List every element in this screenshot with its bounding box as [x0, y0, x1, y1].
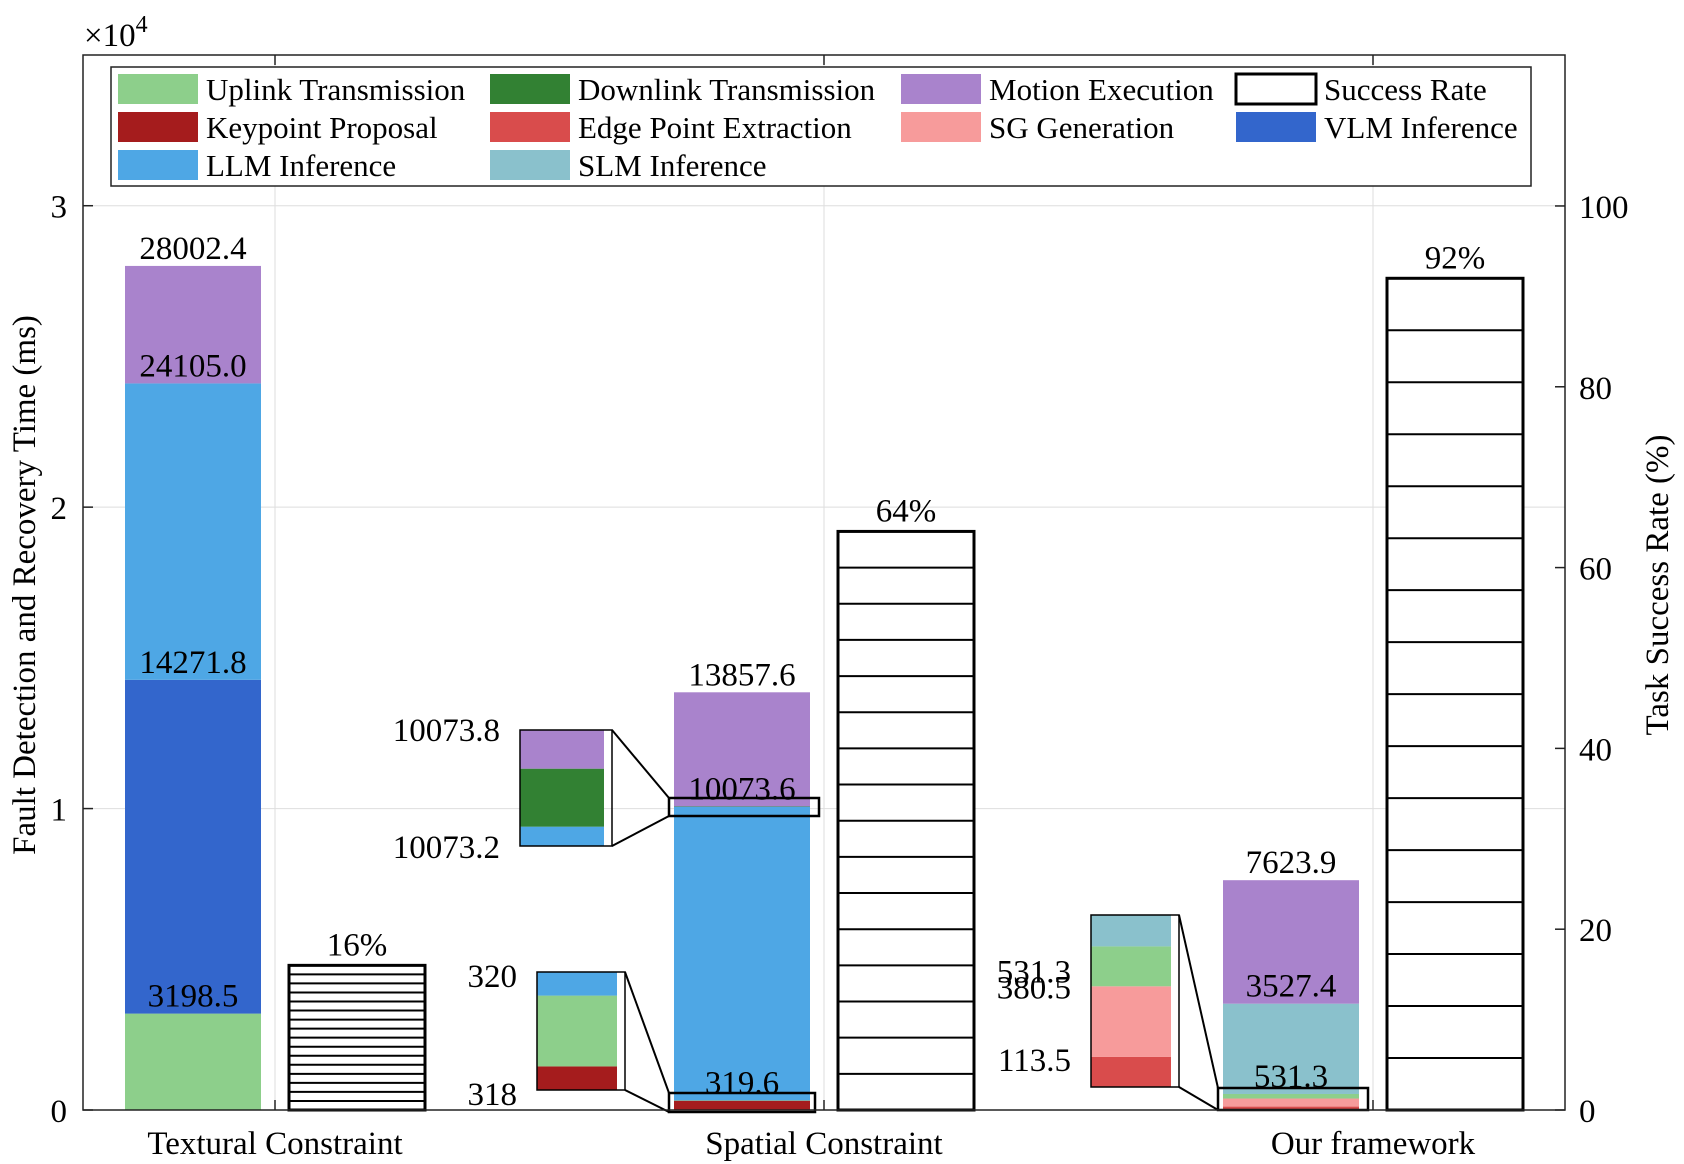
legend-swatch-vlm-inference	[1236, 112, 1316, 142]
bar-our-framework-slm-inference[interactable]	[1223, 1003, 1359, 1094]
x-category-label-our-framework: Our framework	[1271, 1126, 1476, 1162]
inset-1-connector-top	[624, 971, 670, 1094]
success-rate-label-our-framework: 92%	[1425, 240, 1486, 276]
inset-0-segment-llm-inference	[520, 826, 604, 846]
bar-textural-constraint-vlm-inference[interactable]	[125, 679, 261, 1014]
bar-value-label-spatial-constraint-2: 13857.6	[688, 657, 795, 693]
legend-swatch-keypoint-proposal	[118, 112, 198, 142]
bar-value-label-our-framework-1: 3527.4	[1246, 969, 1337, 1005]
bar-value-label-our-framework-0: 531.3	[1254, 1059, 1328, 1095]
success-rate-label-textural-constraint: 16%	[327, 927, 388, 963]
right-tick-label-2: 40	[1579, 732, 1612, 768]
legend-label-downlink-transmission: Downlink Transmission	[578, 72, 876, 107]
grid	[83, 55, 1565, 1110]
y-axis-title-left: Fault Detection and Recovery Time (ms)	[7, 315, 43, 855]
legend-swatch-edge-point-extraction	[490, 112, 570, 142]
inset-1-frame	[536, 971, 626, 1091]
legend-label-edge-point-extraction: Edge Point Extraction	[578, 110, 852, 145]
axes: 0 1 2 3 0 20 40 60 80 100 Textural Constraint Spati…	[7, 12, 1676, 1162]
right-tick-label-4: 80	[1579, 371, 1612, 407]
right-tick-label-0: 0	[1579, 1094, 1596, 1130]
labels: 3198.5 14271.8 24105.0 28002.4 319.6 10073.6 1…	[139, 231, 1485, 1113]
bar-value-label-textural-constraint-0: 3198.5	[148, 979, 239, 1015]
inset-1-segment-keypoint-proposal	[537, 1066, 617, 1090]
bar-spatial-constraint-llm-inference[interactable]	[674, 806, 810, 1101]
inset-2-segment-sg-generation	[1091, 986, 1171, 1057]
bar-textural-constraint-llm-inference[interactable]	[125, 383, 261, 680]
inset-1-segment-llm-inference	[537, 972, 617, 996]
legend-label-uplink-transmission: Uplink Transmission	[206, 72, 466, 107]
legend-swatch-llm-inference	[118, 150, 198, 180]
right-tick-label-5: 100	[1579, 190, 1629, 226]
inset-2-label-1: 380.5	[997, 970, 1071, 1006]
bar-our-framework-sg-generation[interactable]	[1223, 1098, 1359, 1107]
legend-label-motion-execution: Motion Execution	[989, 72, 1214, 107]
legend-swatch-uplink-transmission	[118, 74, 198, 104]
inset-0-segment-motion-execution	[520, 730, 604, 769]
bar-textural-constraint-motion-execution[interactable]	[125, 265, 261, 384]
bar-spatial-constraint-uplink-transmission[interactable]	[674, 1100, 810, 1101]
inset-2-segment-uplink-transmission	[1091, 946, 1171, 987]
bar-our-framework-uplink-transmission[interactable]	[1223, 1093, 1359, 1099]
inset-2-label-0: 531.3	[997, 954, 1071, 990]
inset-2-connector-bottom	[1178, 1086, 1219, 1111]
exponent-power: 4	[136, 12, 148, 38]
inset-0-top-label: 10073.8	[393, 713, 500, 749]
legend-label-success-rate: Success Rate	[1324, 72, 1487, 107]
bar-our-framework-motion-execution[interactable]	[1223, 880, 1359, 1004]
legend: Uplink Transmission Downlink Transmission…	[110, 66, 1532, 187]
inset-2-segment-edge-point-extraction	[1091, 1056, 1171, 1087]
legend-label-llm-inference: LLM Inference	[206, 148, 396, 183]
inset-0-segment-downlink-transmission	[520, 768, 604, 827]
legend-label-slm-inference: SLM Inference	[578, 148, 767, 183]
inset-2-segment-slm-inference	[1091, 915, 1171, 947]
left-tick-label-2: 2	[51, 491, 68, 527]
bars	[125, 265, 1525, 1112]
inset-1-top-label: 320	[468, 959, 518, 995]
x-category-label-spatial-constraint: Spatial Constraint	[705, 1126, 942, 1162]
legend-swatch-sg-generation	[901, 112, 981, 142]
legend-swatch-downlink-transmission	[490, 74, 570, 104]
bar-value-label-textural-constraint-1: 14271.8	[139, 645, 246, 681]
bar-our-framework-edge-point-extraction[interactable]	[1223, 1106, 1359, 1110]
insets	[519, 729, 1370, 1114]
inset-0-connector-bottom	[611, 815, 670, 847]
bar-textural-constraint-uplink-transmission[interactable]	[125, 1013, 261, 1110]
inset-0-connector-top	[611, 729, 670, 799]
x-category-label-textural-constraint: Textural Constraint	[147, 1126, 402, 1162]
success-rate-label-spatial-constraint: 64%	[876, 493, 937, 529]
bar-value-label-spatial-constraint-0: 319.6	[705, 1065, 779, 1101]
legend-label-keypoint-proposal: Keypoint Proposal	[206, 110, 438, 145]
inset-2-connector-top	[1178, 914, 1219, 1089]
bar-value-label-our-framework-2: 7623.9	[1246, 845, 1337, 881]
inset-1-connector-bottom	[624, 1089, 670, 1113]
right-tick-label-3: 60	[1579, 552, 1612, 588]
inset-0-frame	[519, 729, 613, 847]
bar-value-label-textural-constraint-3: 28002.4	[139, 231, 246, 267]
inset-1-segment-uplink-transmission	[537, 995, 617, 1067]
bar-value-label-spatial-constraint-1: 10073.6	[688, 771, 795, 807]
inset-0-zoom-box	[667, 796, 821, 818]
left-tick-label-0: 0	[51, 1094, 68, 1130]
inset-0-bottom-label: 10073.2	[393, 830, 500, 866]
bar-spatial-constraint-keypoint-proposal[interactable]	[674, 1100, 810, 1110]
legend-swatch-success-rate	[1234, 72, 1318, 106]
bar-value-label-textural-constraint-2: 24105.0	[139, 348, 246, 384]
y-axis-title-right: Task Success Rate (%)	[1640, 434, 1676, 735]
legend-label-vlm-inference: VLM Inference	[1324, 110, 1518, 145]
inset-2-frame	[1090, 914, 1180, 1088]
inset-1-zoom-box	[667, 1091, 817, 1114]
bar-spatial-constraint-downlink-transmission[interactable]	[674, 806, 810, 807]
legend-label-sg-generation: SG Generation	[989, 110, 1175, 145]
inset-1-bottom-label: 318	[468, 1077, 518, 1113]
inset-2-label-2: 113.5	[998, 1043, 1071, 1079]
left-tick-label-3: 3	[51, 190, 68, 226]
legend-swatch-motion-execution	[901, 74, 981, 104]
bar-spatial-constraint-motion-execution[interactable]	[674, 692, 810, 807]
legend-swatch-slm-inference	[490, 150, 570, 180]
left-tick-label-1: 1	[51, 793, 68, 829]
right-tick-label-1: 20	[1579, 913, 1612, 949]
